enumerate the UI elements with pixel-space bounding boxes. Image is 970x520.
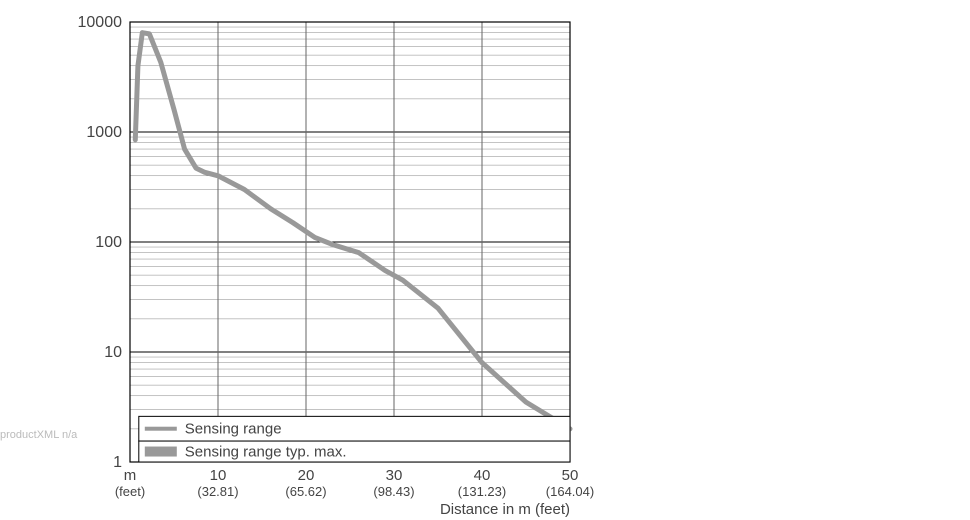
svg-text:10: 10 <box>210 467 227 484</box>
svg-text:1: 1 <box>113 454 122 471</box>
svg-text:10: 10 <box>104 344 122 361</box>
watermark-text: productXML n/a <box>0 429 77 441</box>
sensing-range-chart: 110100100010000m(feet)10(32.81)20(65.62)… <box>0 0 970 520</box>
svg-text:10000: 10000 <box>78 14 123 31</box>
svg-text:(164.04): (164.04) <box>546 484 594 499</box>
svg-text:m: m <box>124 467 137 484</box>
svg-text:Sensing range typ. max.: Sensing range typ. max. <box>185 444 347 461</box>
svg-text:(feet): (feet) <box>115 484 145 499</box>
svg-text:100: 100 <box>95 234 122 251</box>
svg-text:1000: 1000 <box>86 124 122 141</box>
svg-text:(65.62): (65.62) <box>285 484 326 499</box>
svg-text:(98.43): (98.43) <box>373 484 414 499</box>
svg-text:(131.23): (131.23) <box>458 484 506 499</box>
svg-text:40: 40 <box>474 467 491 484</box>
svg-text:30: 30 <box>386 467 403 484</box>
svg-text:(32.81): (32.81) <box>197 484 238 499</box>
svg-text:50: 50 <box>562 467 579 484</box>
svg-text:20: 20 <box>298 467 315 484</box>
svg-text:Sensing range: Sensing range <box>185 421 282 438</box>
svg-text:Distance in m (feet): Distance in m (feet) <box>440 501 570 518</box>
